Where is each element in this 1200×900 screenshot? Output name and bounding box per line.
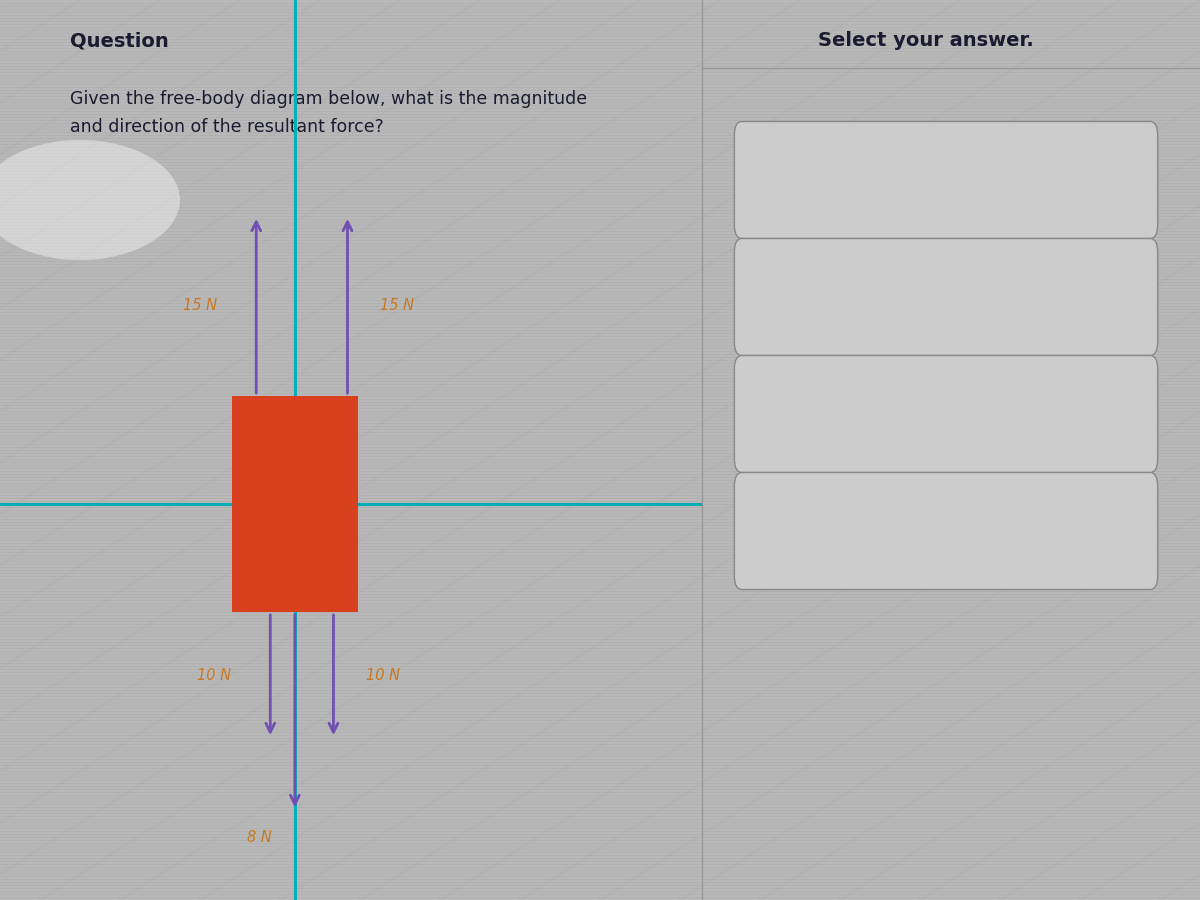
FancyBboxPatch shape bbox=[734, 356, 1158, 472]
Text: 15 N: 15 N bbox=[184, 299, 217, 313]
FancyBboxPatch shape bbox=[734, 472, 1158, 590]
FancyBboxPatch shape bbox=[734, 122, 1158, 238]
Text: 10 N: 10 N bbox=[366, 668, 400, 682]
Bar bbox=[232, 396, 358, 612]
Text: Select your answer.: Select your answer. bbox=[818, 32, 1034, 50]
Text: 2 N, upward: 2 N, upward bbox=[893, 405, 998, 423]
Text: Given the free-body diagram below, what is the magnitude
and direction of the re: Given the free-body diagram below, what … bbox=[70, 90, 587, 136]
Text: 8 N: 8 N bbox=[247, 830, 272, 844]
Text: 2 N, downward: 2 N, downward bbox=[881, 288, 1012, 306]
Text: 58 N, upward: 58 N, upward bbox=[888, 522, 1004, 540]
Text: 10 N: 10 N bbox=[197, 668, 232, 682]
Text: 58 N, downward: 58 N, downward bbox=[875, 171, 1016, 189]
Ellipse shape bbox=[0, 140, 180, 260]
Text: Question: Question bbox=[70, 32, 169, 50]
Text: 15 N: 15 N bbox=[379, 299, 414, 313]
FancyBboxPatch shape bbox=[734, 238, 1158, 356]
